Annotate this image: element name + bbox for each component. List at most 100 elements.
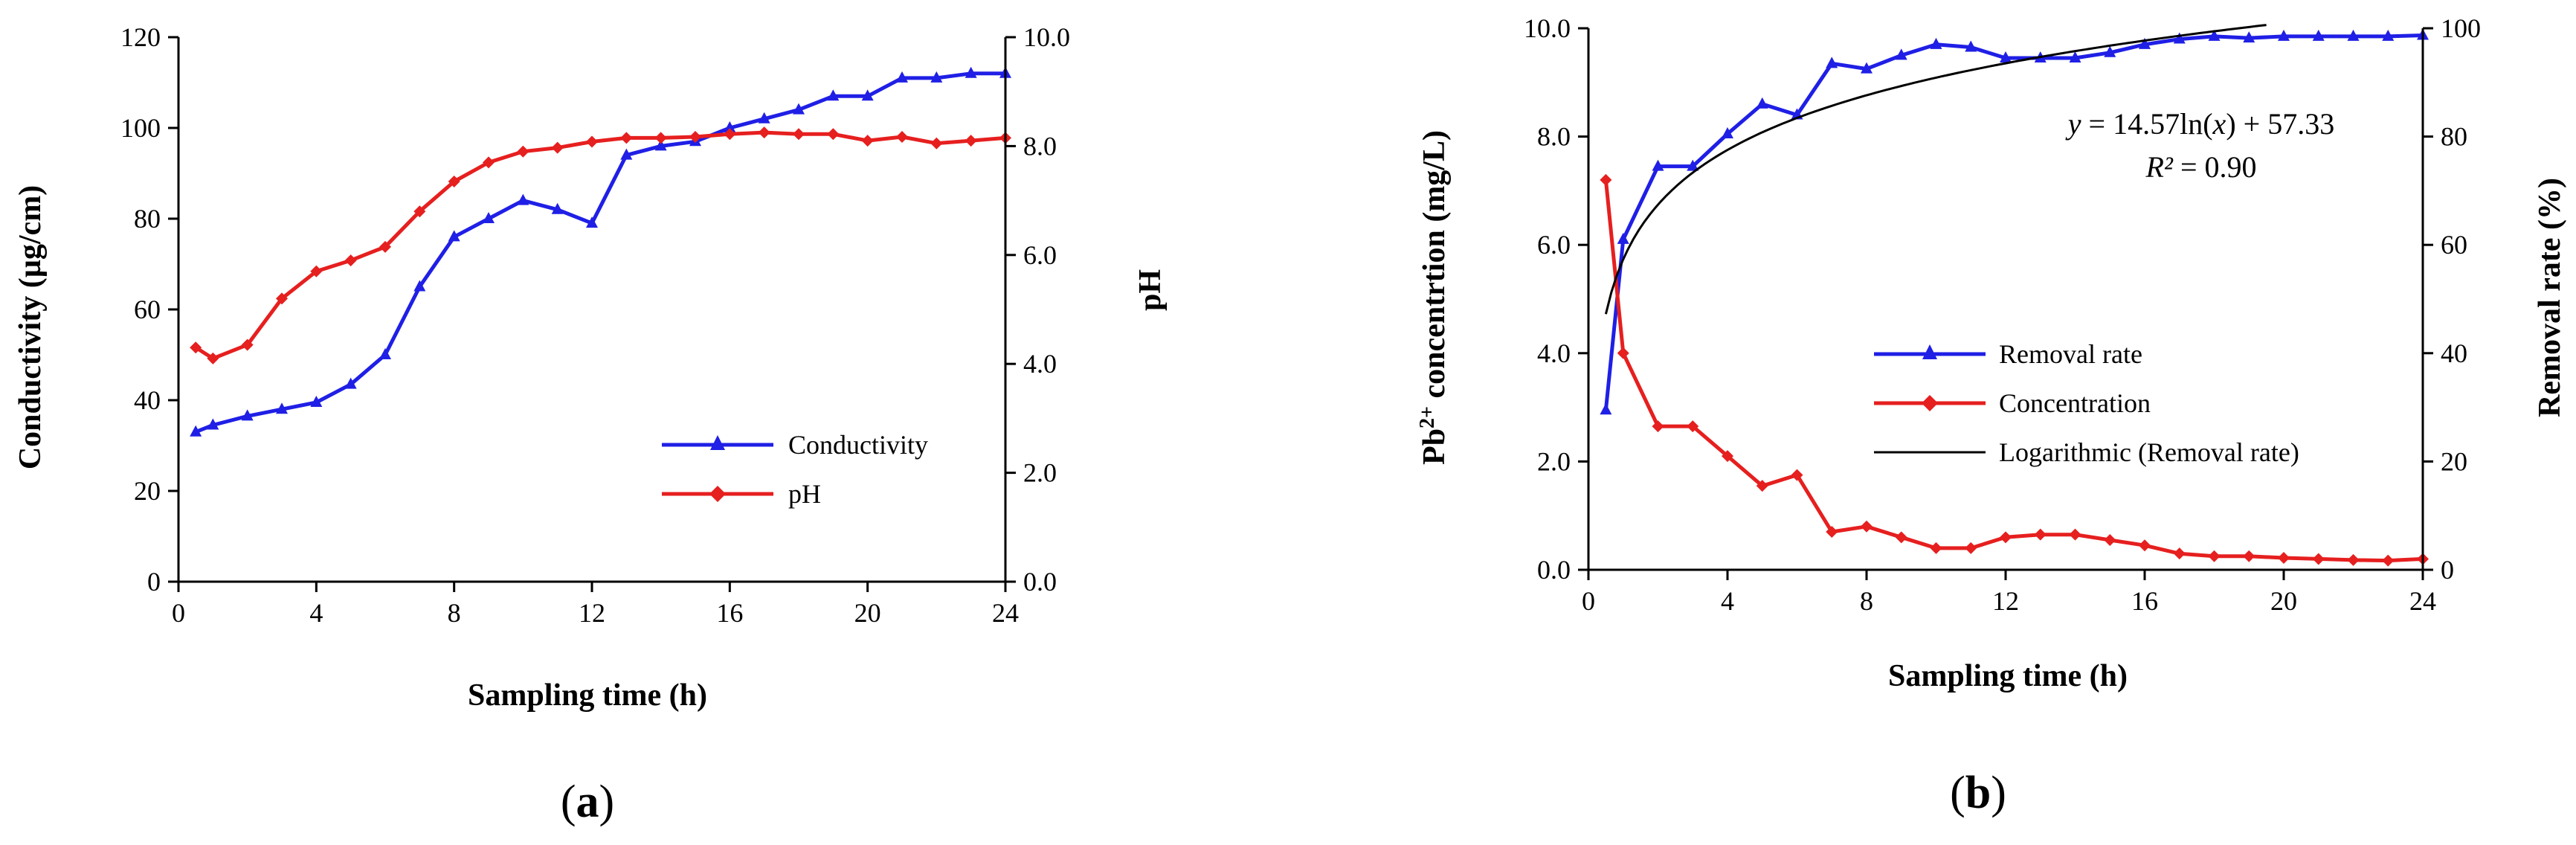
- panel-a-x-tick-label: 20: [854, 598, 881, 628]
- panel-b-left-tick-label: 10.0: [1524, 13, 1571, 43]
- legend-marker-ph: [709, 486, 726, 502]
- panel-a-axes: [177, 37, 1007, 583]
- point-conductivity: [379, 348, 391, 359]
- series-line-concentration: [1603, 179, 2424, 563]
- panel-a-right-tick-label: 6.0: [1023, 240, 1057, 270]
- trendline-equation: y = 14.57ln(x) + 57.33: [2065, 107, 2334, 141]
- panel-b-chart: 0 4 8 12 16 20 24 0.0 2.0 4.0 6.0 8.0 10.0 0 20 40 60 80 1…: [1416, 13, 2567, 818]
- point-ph: [689, 130, 701, 143]
- point-conductivity: [483, 212, 495, 223]
- panel-a-left-tick-label: 80: [134, 204, 161, 234]
- panel-b-right-tick-label: 20: [2441, 446, 2467, 476]
- point-concentration: [2034, 528, 2047, 541]
- point-ph: [483, 156, 495, 169]
- point-removal-rate: [2208, 29, 2221, 41]
- point-concentration: [1687, 420, 1699, 433]
- point-ph: [896, 130, 908, 143]
- panel-a-label: (a): [561, 777, 614, 827]
- panel-b-left-tick-label: 6.0: [1537, 230, 1571, 260]
- legend-label-conductivity: Conductivity: [788, 430, 928, 460]
- point-removal-rate: [2000, 51, 2012, 63]
- point-concentration: [2069, 528, 2081, 541]
- legend-label-ph: pH: [788, 479, 821, 509]
- panel-a-x-tick-label: 0: [172, 598, 185, 628]
- point-concentration: [2104, 533, 2116, 546]
- point-ph: [793, 128, 805, 141]
- point-ph: [207, 352, 219, 364]
- point-conductivity: [241, 409, 254, 421]
- point-concentration: [2347, 553, 2360, 566]
- point-concentration: [1895, 531, 1907, 544]
- point-removal-rate: [1965, 40, 1977, 52]
- panel-a-left-tick-label: 60: [134, 295, 161, 324]
- point-conductivity: [190, 425, 202, 437]
- panel-a-right-axis-title: pH: [1133, 269, 1168, 311]
- point-conductivity: [551, 202, 564, 214]
- point-conductivity: [930, 71, 943, 83]
- panel-b-right-tick-label: 40: [2441, 338, 2467, 368]
- point-ph: [276, 292, 288, 305]
- point-removal-rate: [2139, 37, 2151, 49]
- panel-b-left-axis-title: Pb2+ concentrtion (mg/L): [1416, 130, 1452, 465]
- point-conductivity: [620, 148, 633, 160]
- panel-b-x-tick-label: 16: [2131, 586, 2158, 616]
- point-conductivity: [207, 418, 219, 430]
- point-concentration: [2173, 547, 2186, 560]
- point-concentration: [1861, 520, 1873, 533]
- point-concentration: [1930, 542, 1942, 554]
- panel-a-right-tick-label: 8.0: [1023, 131, 1057, 161]
- panel-b-right-tick-label: 0: [2441, 555, 2454, 585]
- panel-b-right-tick-label: 100: [2441, 13, 2481, 43]
- legend-marker-concentration: [1922, 395, 1938, 411]
- point-concentration: [2278, 551, 2290, 564]
- point-concentration: [1756, 480, 1768, 492]
- panel-b-x-tick-label: 12: [1992, 586, 2019, 616]
- point-concentration: [1617, 347, 1629, 359]
- point-ph: [965, 135, 977, 147]
- panel-a-x-axis-title: Sampling time (h): [468, 678, 707, 713]
- point-ph: [241, 338, 254, 351]
- panel-b-x-tick-label: 24: [2409, 586, 2436, 616]
- panel-a-legend: Conductivity pH: [662, 430, 928, 509]
- point-concentration: [1965, 542, 1977, 554]
- point-ph: [344, 254, 357, 267]
- point-conductivity: [724, 121, 736, 132]
- point-removal-rate: [2173, 32, 2186, 44]
- point-ph: [551, 141, 564, 154]
- panel-b-right-tick-label: 80: [2441, 122, 2467, 152]
- point-conductivity: [448, 230, 460, 242]
- point-concentration: [2382, 554, 2395, 567]
- point-ph: [620, 132, 633, 144]
- point-concentration: [1722, 450, 1733, 463]
- point-concentration: [2312, 553, 2325, 565]
- point-conductivity: [965, 66, 977, 78]
- panel-a-right-tick-label: 0.0: [1023, 567, 1057, 597]
- point-ph: [413, 205, 426, 218]
- panel-a-left-tick-label: 120: [120, 22, 161, 52]
- point-concentration: [1652, 420, 1664, 433]
- point-removal-rate: [2382, 29, 2395, 41]
- point-removal-rate: [1895, 48, 1907, 60]
- panel-b-right-tick-label: 60: [2441, 230, 2467, 260]
- panel-b-label: (b): [1950, 768, 2006, 818]
- panel-a-left-axis-title: Conductivity (µg/cm): [13, 185, 48, 469]
- point-removal-rate: [1826, 57, 1838, 68]
- point-removal-rate: [1930, 37, 1942, 49]
- point-conductivity: [517, 193, 529, 205]
- point-removal-rate: [2347, 29, 2360, 41]
- panel-b-series-layer: [1600, 24, 2429, 567]
- panel-b-x-tick-label: 20: [2270, 586, 2297, 616]
- point-removal-rate: [1722, 126, 1733, 138]
- series-line-ph: [194, 130, 1006, 361]
- point-ph: [758, 126, 770, 139]
- point-ph: [724, 128, 736, 141]
- point-ph: [448, 175, 460, 187]
- point-removal-rate: [2069, 51, 2081, 63]
- point-concentration: [2139, 539, 2151, 552]
- point-removal-rate: [2278, 29, 2290, 41]
- point-conductivity: [827, 89, 840, 101]
- point-removal-rate: [1687, 159, 1699, 171]
- panel-b-x-tick-label: 0: [1582, 586, 1595, 616]
- point-ph: [517, 145, 529, 158]
- point-removal-rate: [1600, 403, 1612, 415]
